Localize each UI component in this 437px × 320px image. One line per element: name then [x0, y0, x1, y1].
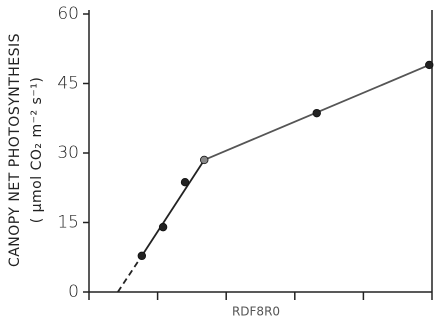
fit-line	[141, 159, 206, 257]
y-axis-label: CANOPY NET PHOTOSYNTHESIS	[7, 33, 23, 267]
data-point	[312, 108, 321, 118]
data-point	[158, 222, 168, 232]
data-point	[180, 177, 190, 187]
watermark: RDF8R0	[232, 305, 280, 319]
y-tick-label: 15	[57, 213, 79, 233]
y-tick-label: 0	[68, 282, 79, 302]
y-axis-label: ( µmol CO₂ m⁻² s⁻¹)	[29, 77, 45, 224]
fit-line	[117, 255, 143, 293]
y-tick-label: 60	[57, 4, 79, 24]
y-tick-label: 45	[57, 74, 79, 94]
data-point	[200, 155, 209, 165]
data-point	[137, 251, 147, 261]
y-tick-label: 30	[57, 143, 79, 163]
data-point	[425, 60, 434, 70]
